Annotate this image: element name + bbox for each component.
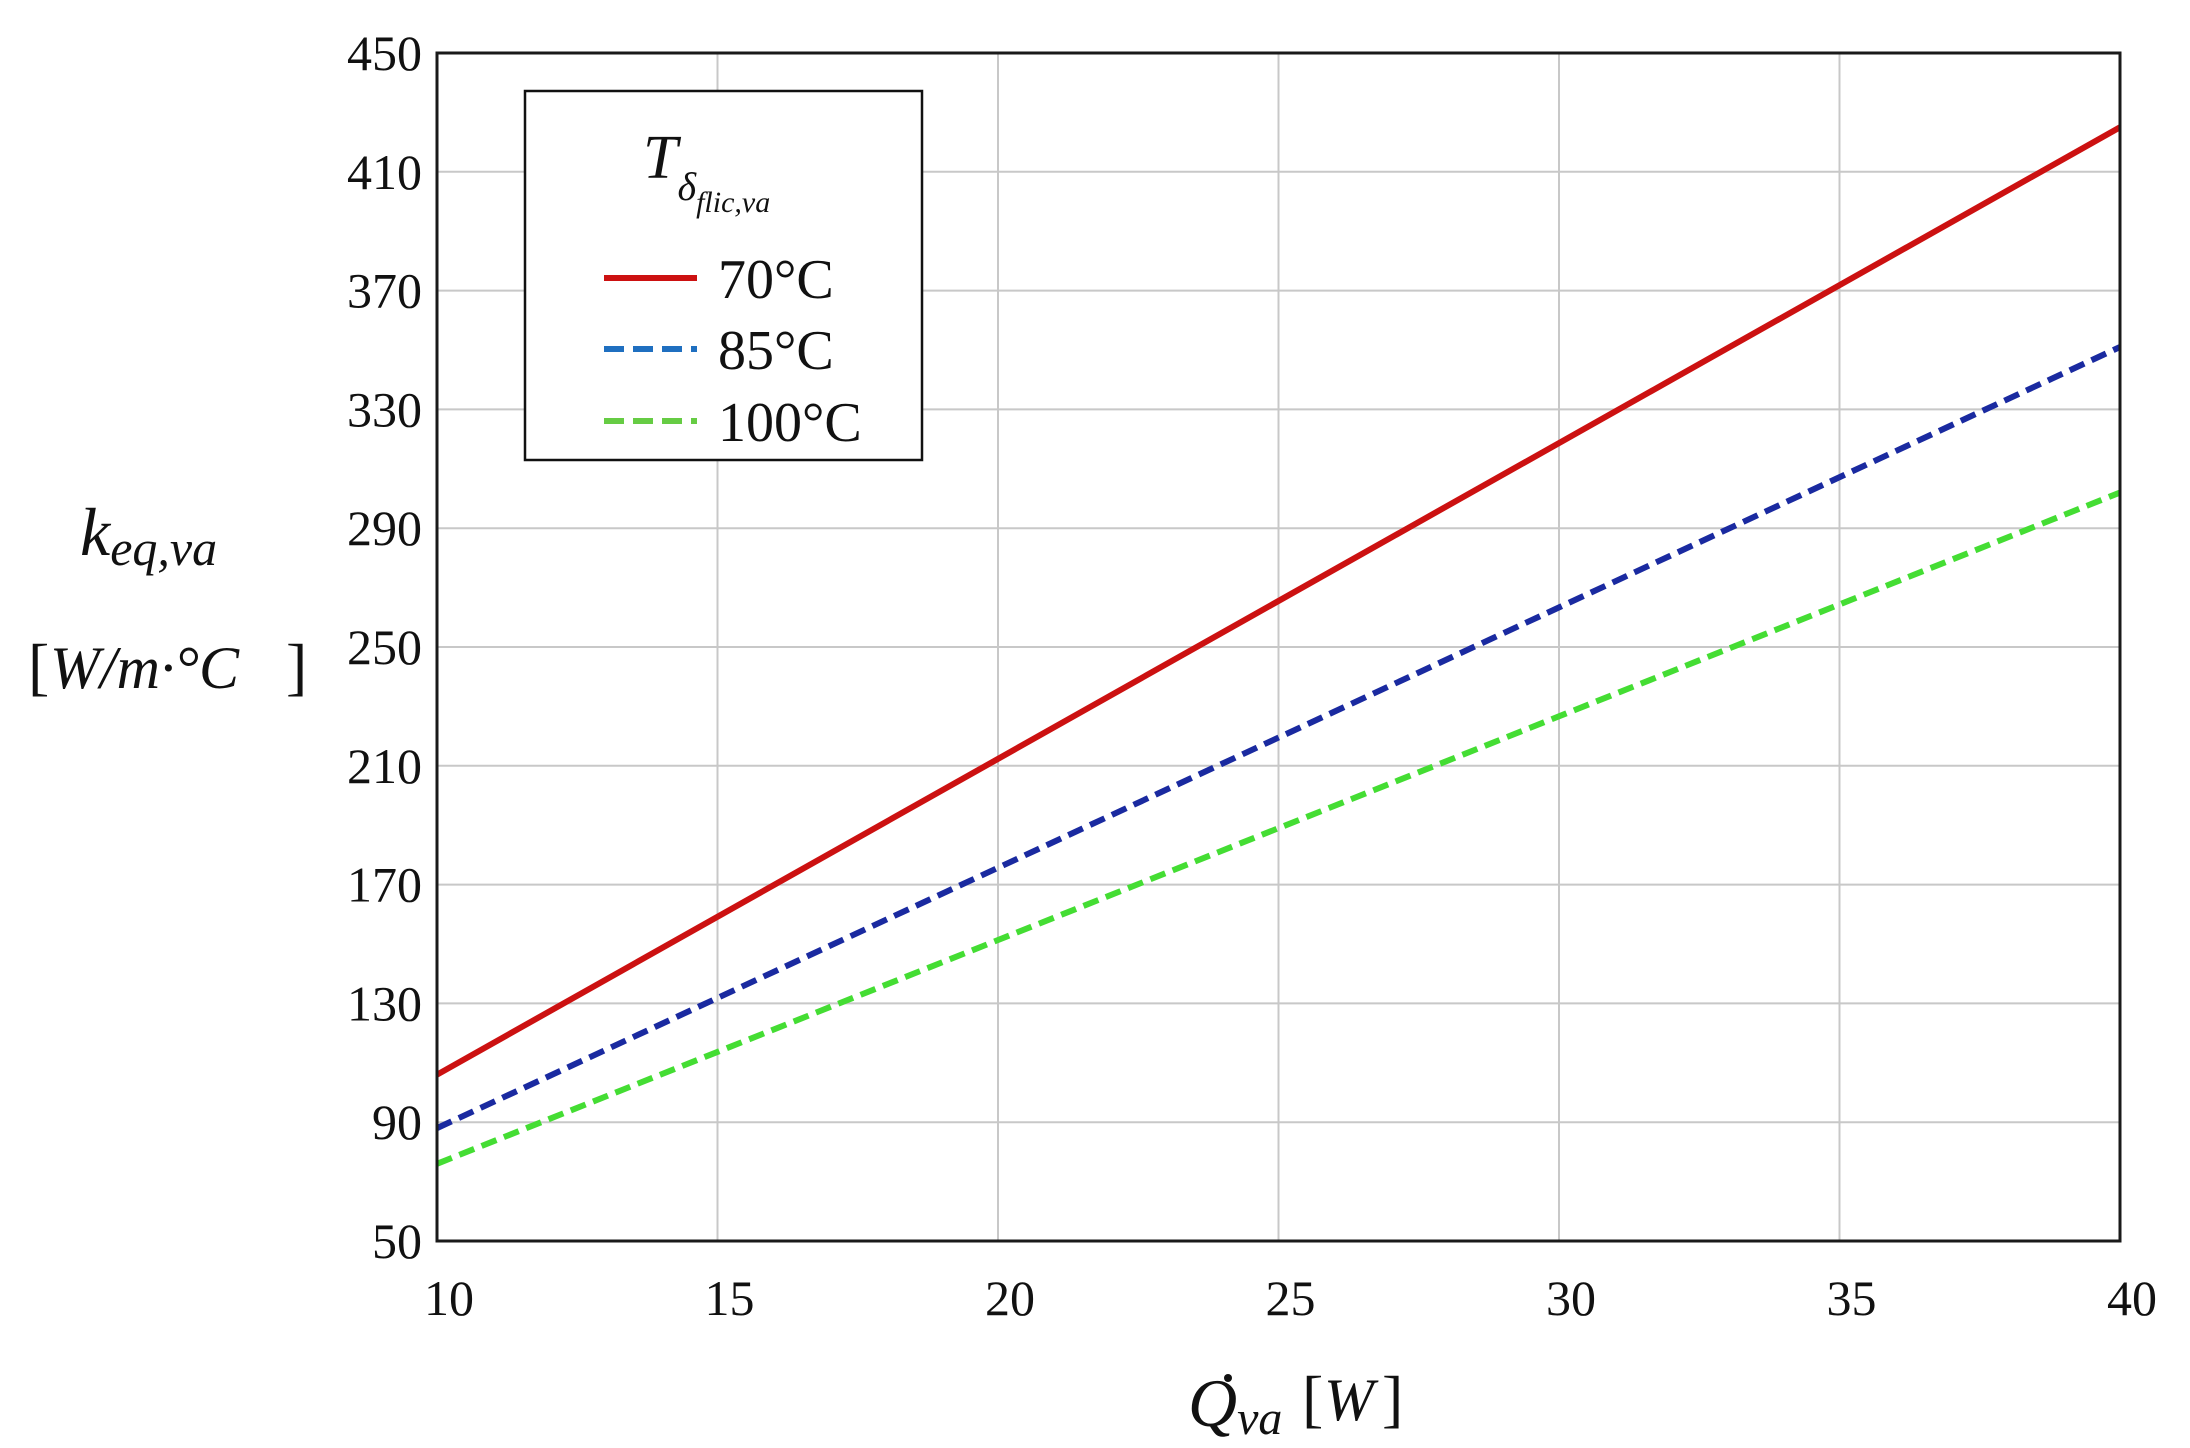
svg-text:]: ] [1382,1363,1403,1434]
legend-box [523,89,924,462]
y-tick-label: 330 [347,381,422,437]
x-tick-label: 10 [424,1270,474,1326]
svg-text:[: [ [28,631,49,702]
y-axis-subscript: eq,va [110,520,217,576]
series-line-85c [435,344,2122,1131]
series-lines [435,124,2122,1167]
y-tick-label: 50 [372,1213,422,1269]
y-tick-label: 210 [347,738,422,794]
x-tick-label: 40 [2107,1270,2157,1326]
y-tick-label: 170 [347,857,422,913]
legend: Tδflic,va 70°C 85°C 100°C [523,89,924,462]
y-tick-labels: 50 90 130 170 210 250 290 330 370 410 450 [347,25,422,1269]
x-axis-symbol: Q [1188,1365,1237,1441]
legend-title: Tδflic,va [643,124,770,219]
series-line-100c [435,489,2122,1167]
svg-text:Qva: Qva [1188,1365,1282,1445]
legend-label-100c: 100°C [718,392,862,454]
svg-text:[: [ [1302,1363,1323,1434]
x-tick-label: 35 [1827,1270,1877,1326]
y-tick-label: 290 [347,500,422,556]
svg-text:keq,va: keq,va [80,494,217,576]
y-axis-symbol: k [80,494,112,570]
svg-text:]: ] [286,631,307,702]
x-axis-label: Qva [ W ] [1188,1363,1403,1445]
y-tick-label: 370 [347,263,422,319]
legend-label-70c: 70°C [718,249,834,311]
plot-frame [435,51,2122,1243]
y-tick-label: 90 [372,1094,422,1150]
x-axis-dot [1224,1374,1232,1382]
y-tick-label: 250 [347,619,422,675]
x-tick-label: 25 [1266,1270,1316,1326]
x-axis-unit: W [1324,1367,1379,1433]
x-tick-label: 30 [1546,1270,1596,1326]
y-tick-label: 410 [347,144,422,200]
x-tick-labels: 10 15 20 25 30 35 40 [424,1270,2157,1326]
y-axis-label: keq,va [ W/m·°C ] [28,494,307,702]
series-line-70c [435,124,2122,1078]
y-axis-unit: W/m·°C [50,635,240,701]
y-tick-label: 130 [347,975,422,1031]
y-tick-label: 450 [347,25,422,81]
x-axis-subscript: va [1237,1392,1282,1445]
x-tick-label: 15 [705,1270,755,1326]
legend-label-85c: 85°C [718,320,834,382]
x-tick-label: 20 [985,1270,1035,1326]
